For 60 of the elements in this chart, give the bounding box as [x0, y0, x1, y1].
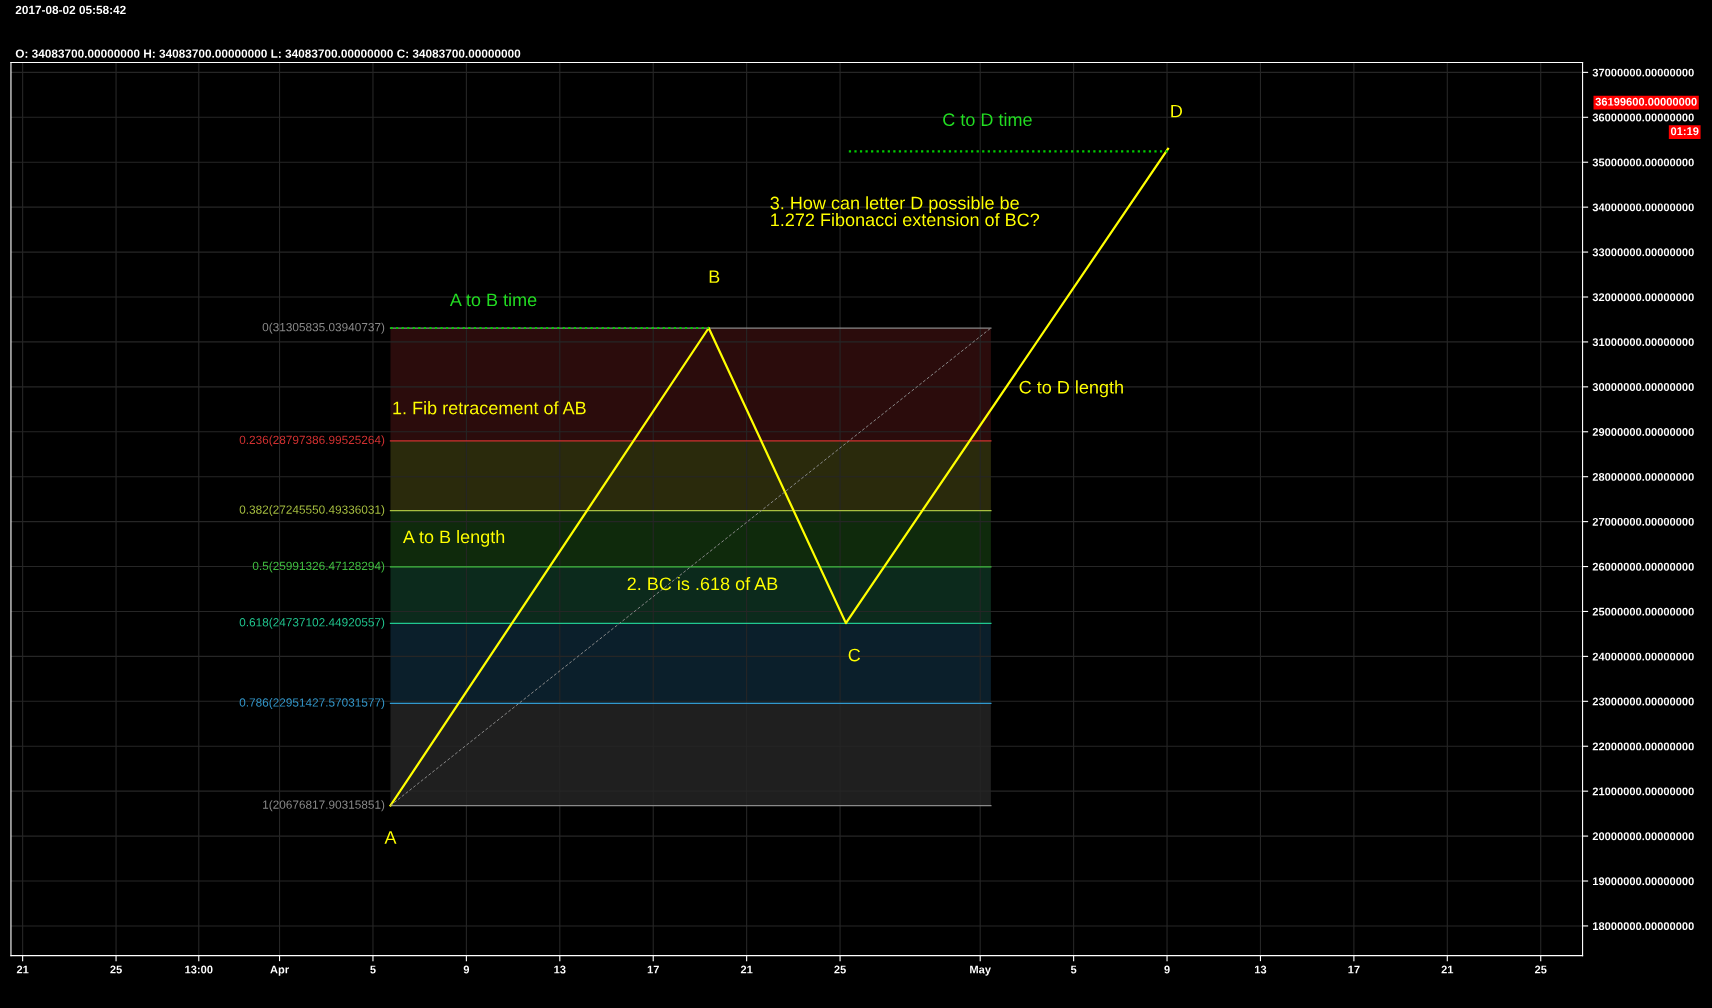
x-tick-label: 13:00	[185, 965, 213, 974]
ref-line-label: 0.5(25991326.47128294)	[252, 561, 385, 573]
y-tick-label: 35000000.00000000	[1592, 158, 1694, 167]
y-tick-label: 25000000.00000000	[1592, 607, 1694, 616]
y-tick-label: 28000000.00000000	[1592, 472, 1694, 481]
x-tick-label: 21	[16, 965, 29, 974]
y-tick-label: 32000000.00000000	[1592, 293, 1694, 302]
ref-line-label: 1(20676817.90315851)	[263, 800, 385, 812]
ref-line-label: 0.236(28797386.99525264)	[239, 435, 385, 447]
ref-line-label: 0.786(22951427.57031577)	[239, 697, 385, 709]
annotation: C	[848, 648, 861, 662]
annotation: D	[1171, 104, 1183, 118]
x-tick-label: 21	[740, 965, 753, 974]
x-tick-label: 9	[463, 965, 470, 974]
ref-line-label: 0(31305835.03940737)	[262, 322, 385, 334]
annotation: 1. Fib retracement of AB	[393, 401, 586, 415]
y-tick-label: 21000000.00000000	[1592, 787, 1694, 796]
ref-line-label: 0.618(24737102.44920557)	[239, 617, 385, 629]
x-tick-label: 17	[1348, 965, 1360, 974]
x-tick-label: 9	[1164, 965, 1170, 974]
x-tick-label: 5	[1070, 965, 1077, 974]
line-series	[389, 147, 1170, 807]
x-tick-label: 25	[1534, 965, 1547, 974]
annotation: C to D length	[1019, 380, 1123, 398]
y-tick-label: 18000000.00000000	[1592, 922, 1694, 931]
y-tick-label: 37000000.00000000	[1592, 68, 1694, 77]
x-tick-label: 25	[834, 965, 846, 974]
x-tick-label: 21	[1441, 965, 1454, 974]
x-tick-label: 17	[647, 965, 659, 974]
y-tick-label: 30000000.00000000	[1592, 383, 1694, 391]
x-tick-label: Apr	[270, 965, 289, 976]
x-tick-label: May	[970, 965, 991, 976]
y-tick-label: 24000000.00000000	[1592, 652, 1694, 661]
text: 2017-08-02 05:58:42	[15, 5, 126, 15]
y-tick-label: 33000000.00000000	[1592, 248, 1694, 257]
annotation: 2. BC is .618 of AB	[627, 576, 778, 591]
y-tick-label: 31000000.00000000	[1592, 338, 1694, 347]
y-tick-label: 29000000.00000000	[1592, 428, 1694, 436]
text: 36199600.00000000	[1595, 97, 1697, 106]
x-tick-label: 25	[110, 965, 122, 974]
y-tick-label: 36000000.00000000	[1592, 113, 1694, 122]
text: O: 34083700.00000000 H: 34083700.00000000 L: 34083700.00000000 C: 34083700.00000000	[15, 49, 521, 58]
annotation: A to B length	[402, 529, 505, 547]
y-tick-label: 20000000.00000000	[1592, 832, 1694, 841]
ref-line-label: 0.382(27245550.49336031)	[239, 505, 385, 517]
annotation: C to D time	[943, 112, 1032, 127]
annotation: A to B time	[449, 293, 537, 307]
x-tick-label: 13	[554, 965, 566, 974]
y-tick-label: 27000000.00000000	[1592, 517, 1694, 526]
y-tick-label: 22000000.00000000	[1592, 742, 1694, 751]
y-tick-label: 26000000.00000000	[1592, 562, 1694, 571]
x-tick-label: 5	[370, 965, 376, 974]
text: 01:19	[1670, 127, 1699, 136]
y-tick-label: 19000000.00000000	[1592, 877, 1694, 886]
y-tick-label: 23000000.00000000	[1592, 697, 1694, 706]
annotation: 3. How can letter D possible be 1.272 Fibonacci extension of BC?	[770, 196, 1040, 227]
y-tick-label: 34000000.00000000	[1592, 203, 1694, 212]
annotation: A	[384, 831, 397, 844]
annotation: B	[709, 270, 720, 283]
x-tick-label: 13	[1254, 965, 1267, 974]
